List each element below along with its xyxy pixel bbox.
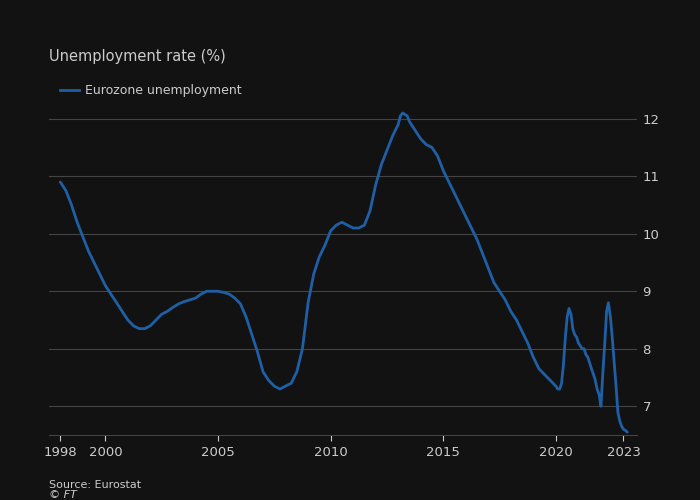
Text: © FT: © FT bbox=[49, 490, 77, 500]
Legend: Eurozone unemployment: Eurozone unemployment bbox=[55, 79, 247, 102]
Text: Source: Eurostat: Source: Eurostat bbox=[49, 480, 141, 490]
Text: Unemployment rate (%): Unemployment rate (%) bbox=[49, 48, 225, 64]
